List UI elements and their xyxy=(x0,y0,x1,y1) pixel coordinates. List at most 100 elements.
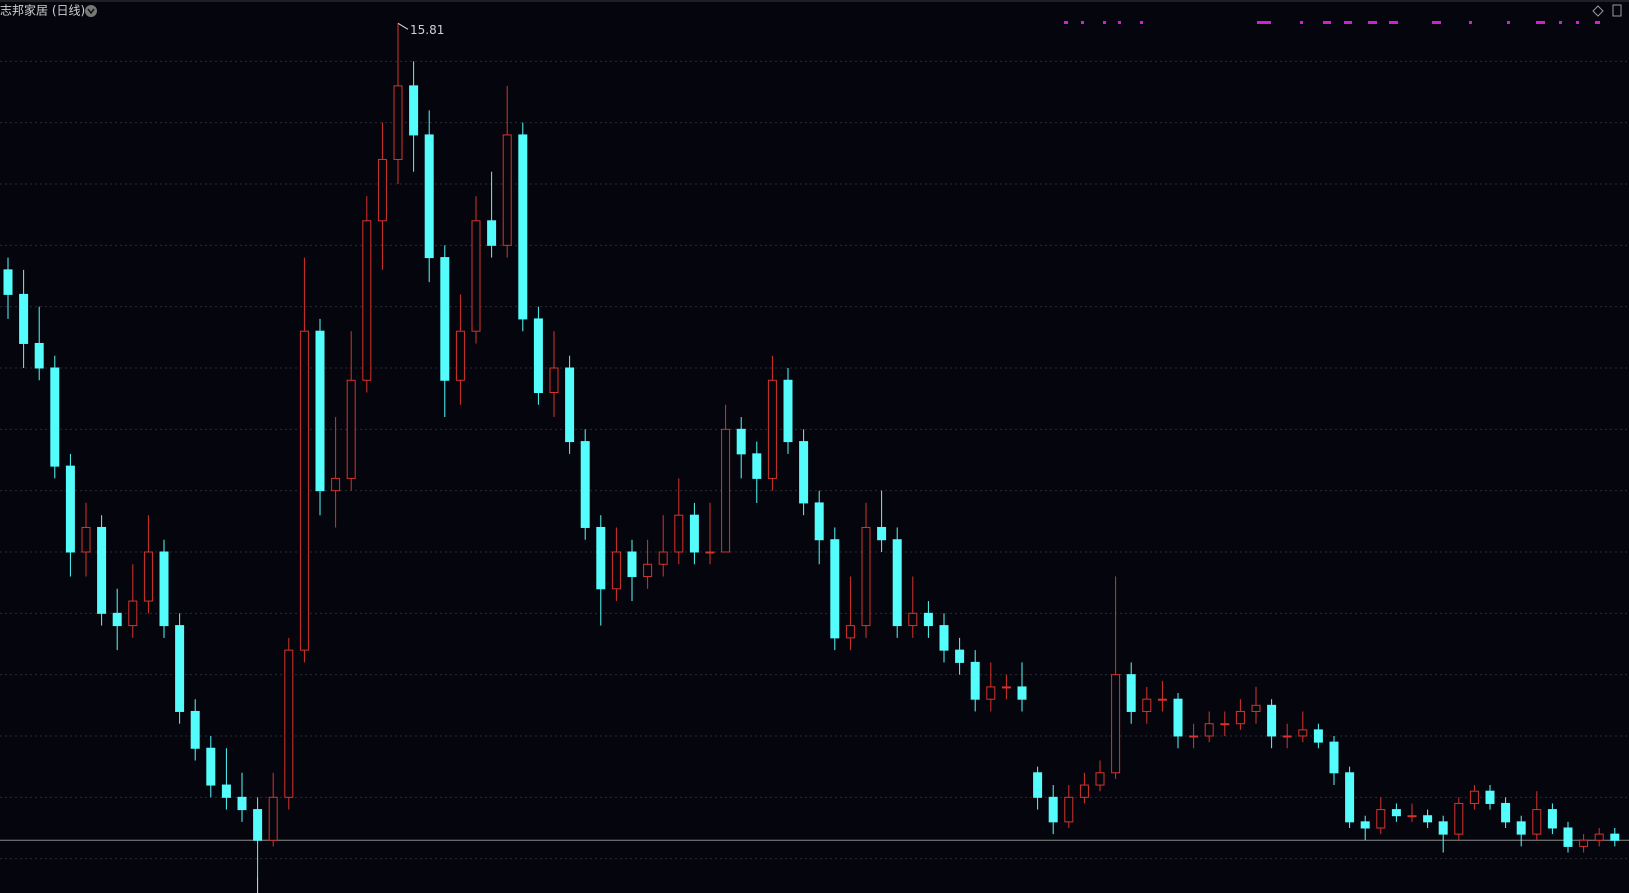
candle-body xyxy=(1454,802,1464,835)
candle-body xyxy=(81,526,91,553)
candle-body xyxy=(112,612,122,627)
candle-body xyxy=(721,428,731,553)
candle-body xyxy=(206,747,216,786)
candle-body xyxy=(611,551,621,590)
candle-body xyxy=(783,379,793,443)
candle-body xyxy=(1204,723,1214,737)
candle-body xyxy=(908,612,918,627)
candle-body xyxy=(1563,827,1573,847)
candle-body xyxy=(830,539,840,639)
candle-body xyxy=(65,465,75,553)
candle-body xyxy=(19,293,29,344)
candle-body xyxy=(1313,729,1323,743)
candle-body xyxy=(1594,833,1604,841)
candle-body xyxy=(1376,809,1386,829)
candle-body xyxy=(471,220,481,332)
candle-body xyxy=(1126,674,1136,712)
diamond-icon[interactable] xyxy=(1592,5,1604,17)
candle-body xyxy=(1516,821,1526,835)
candle-body xyxy=(643,563,653,578)
candle-body xyxy=(253,809,263,841)
candle-body xyxy=(1142,698,1152,712)
candle-body xyxy=(1407,815,1417,818)
candle-body xyxy=(237,796,247,811)
candle-body xyxy=(1157,698,1167,701)
candle-body xyxy=(627,551,637,578)
candle-body xyxy=(1079,784,1089,798)
candle-body xyxy=(3,269,13,295)
candle-body xyxy=(346,379,356,479)
candle-body xyxy=(331,477,341,492)
candle-body xyxy=(892,539,902,627)
candle-body xyxy=(1001,686,1011,689)
candle-body xyxy=(1235,710,1245,725)
candle-body xyxy=(1610,833,1620,841)
candle-body xyxy=(221,784,231,798)
candle-body xyxy=(799,441,809,504)
candle-body xyxy=(970,661,980,700)
candle-body xyxy=(955,649,965,663)
candle-body xyxy=(736,428,746,455)
candle-body xyxy=(1345,772,1355,823)
candle-body xyxy=(533,318,543,394)
candle-body xyxy=(549,367,559,394)
candle-body xyxy=(97,526,107,614)
candle-body xyxy=(1469,790,1479,804)
candle-body xyxy=(487,220,497,246)
candle-body xyxy=(1033,772,1043,798)
candle-body xyxy=(128,600,138,627)
candle-body xyxy=(284,649,294,798)
candle-body xyxy=(175,625,185,712)
candle-body xyxy=(689,514,699,553)
candle-body xyxy=(658,551,668,565)
candle-body xyxy=(565,367,575,443)
candle-body xyxy=(440,257,450,381)
candle-body xyxy=(1064,796,1074,823)
candle-body xyxy=(1220,723,1230,726)
candle-body xyxy=(705,551,715,554)
candle-body xyxy=(752,453,762,479)
menu-button[interactable] xyxy=(85,5,97,17)
signal-markers xyxy=(1064,21,1600,24)
candle-body xyxy=(424,134,434,259)
panel-icon[interactable] xyxy=(1612,4,1622,17)
candle-body xyxy=(299,330,309,651)
candle-body xyxy=(814,502,824,541)
candle-body xyxy=(50,367,60,467)
candle-body xyxy=(143,551,153,602)
candle-body xyxy=(409,85,419,136)
candle-body xyxy=(596,526,606,590)
high-label: 15.81 xyxy=(410,23,444,37)
candle-body xyxy=(159,551,169,627)
menu-arrow xyxy=(87,8,95,15)
candle-body xyxy=(1360,821,1370,829)
candle-body xyxy=(1329,741,1339,774)
high-pointer xyxy=(397,22,409,30)
candle-body xyxy=(861,526,871,627)
candle-body xyxy=(1111,674,1121,774)
candle-body xyxy=(1485,790,1495,804)
candle-body xyxy=(455,330,465,381)
candle-body xyxy=(767,379,777,479)
candle-body xyxy=(34,342,44,369)
candle-body xyxy=(1532,809,1542,835)
candle-body xyxy=(923,612,933,627)
candle-body xyxy=(1189,735,1199,738)
candle-body xyxy=(518,134,528,320)
candle-body xyxy=(1438,821,1448,835)
candle-body xyxy=(502,134,512,246)
candle-body xyxy=(674,514,684,553)
chart-title: 志邦家居 (日线) xyxy=(0,3,85,18)
candle-body xyxy=(1251,704,1261,712)
candle-body xyxy=(986,686,996,700)
candle-body xyxy=(1391,809,1401,817)
candle-body xyxy=(1048,796,1058,823)
candle-body xyxy=(1282,735,1292,738)
low-pointer xyxy=(257,877,259,893)
candle-body xyxy=(268,796,278,841)
candle-body xyxy=(315,330,325,492)
candle-body xyxy=(393,85,403,160)
